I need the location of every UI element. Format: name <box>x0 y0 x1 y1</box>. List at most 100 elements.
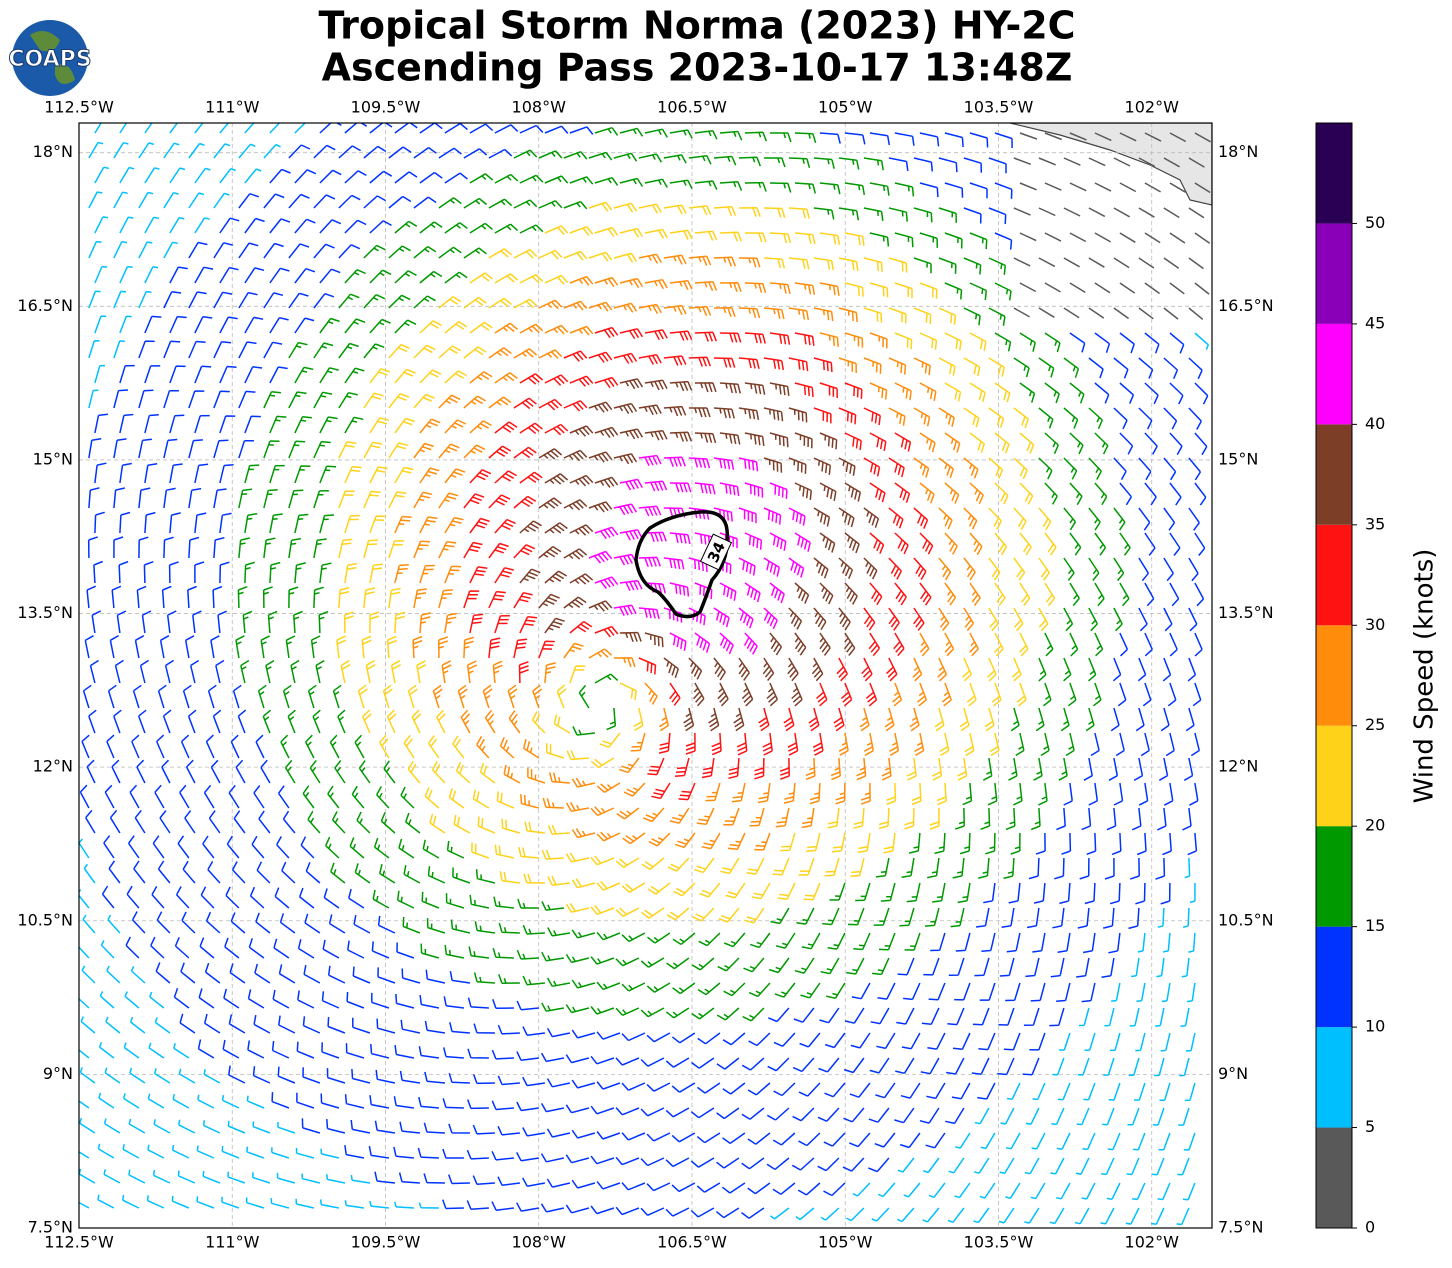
wind-barb <box>775 932 796 949</box>
wind-barb <box>663 557 685 570</box>
wind-barb <box>894 282 913 299</box>
wind-barb <box>205 734 215 759</box>
wind-barb <box>619 127 644 137</box>
wind-barb <box>169 512 181 534</box>
wind-barb <box>413 344 436 359</box>
wind-barb <box>441 1199 464 1210</box>
wind-barb <box>413 393 435 409</box>
wind-barb <box>621 932 646 943</box>
wind-barb <box>469 566 488 584</box>
wind-barb <box>832 832 846 853</box>
wind-barb <box>923 957 940 976</box>
wind-barb <box>892 682 903 707</box>
wind-barb <box>1069 132 1087 141</box>
wind-barb <box>613 252 638 263</box>
wind-barb <box>1019 532 1032 556</box>
wind-barb <box>161 585 172 609</box>
wind-barb <box>253 1014 271 1034</box>
wind-barb <box>141 610 152 634</box>
wind-barb <box>969 332 987 352</box>
wind-barb <box>669 129 693 139</box>
wind-barb <box>1178 1107 1190 1126</box>
wind-barb <box>522 739 540 759</box>
wind-barb <box>463 444 486 459</box>
wind-barb <box>1033 757 1043 781</box>
wind-barb <box>363 244 386 259</box>
wind-barb <box>615 1206 640 1216</box>
wind-barb <box>588 550 613 564</box>
wind-barb <box>727 832 746 851</box>
wind-barb <box>88 240 102 259</box>
wind-barb <box>986 657 997 682</box>
wind-barb <box>1051 1107 1065 1126</box>
wind-barb <box>138 487 151 509</box>
wind-barb <box>419 320 442 334</box>
wind-barb <box>881 757 892 781</box>
wind-barb <box>362 709 372 734</box>
wind-barb <box>369 515 386 534</box>
wind-barb <box>1003 857 1015 880</box>
wind-barb <box>950 907 965 928</box>
wind-barb <box>1138 607 1148 632</box>
wind-barb <box>285 635 296 659</box>
wind-barb <box>944 382 962 402</box>
wind-barb <box>921 1007 940 1026</box>
wind-barb <box>545 743 565 759</box>
wind-barb <box>863 307 883 323</box>
wind-barb <box>424 1071 445 1084</box>
wind-barb <box>238 488 253 509</box>
wind-barb <box>546 1128 571 1138</box>
wind-barb <box>219 123 230 134</box>
wind-barb <box>541 1002 565 1012</box>
wind-barb <box>494 322 518 334</box>
wind-barb <box>563 449 588 462</box>
wind-barb <box>919 1107 940 1124</box>
wind-barb <box>1044 632 1054 657</box>
wind-barb <box>1194 582 1205 607</box>
wind-barb <box>1113 307 1130 320</box>
wind-barb <box>1078 1007 1090 1027</box>
lat-label: 16.5°N <box>1218 296 1274 315</box>
wind-barb <box>819 532 836 553</box>
wind-barb <box>819 282 840 296</box>
wind-barb <box>762 732 773 756</box>
wind-barb <box>327 965 346 984</box>
wind-barb <box>436 709 446 734</box>
wind-barb <box>421 891 440 909</box>
wind-barb <box>685 732 696 755</box>
wind-barb <box>665 1007 690 1019</box>
wind-barb <box>838 557 854 579</box>
wind-barb <box>777 882 796 900</box>
wind-barb <box>424 787 440 809</box>
wind-barb <box>522 924 545 935</box>
wind-barb <box>213 192 230 209</box>
wind-barb <box>744 131 768 142</box>
wind-barb <box>144 123 153 134</box>
wind-barb <box>565 1004 590 1014</box>
wind-barb <box>1132 1182 1146 1201</box>
wind-barb <box>263 292 284 309</box>
wind-barb <box>1012 782 1023 806</box>
wind-barb <box>522 1076 546 1087</box>
wind-barb <box>646 1082 671 1092</box>
wind-barb <box>541 951 565 962</box>
wind-barb <box>963 357 981 377</box>
wind-barb <box>819 582 834 605</box>
wind-barb <box>763 507 782 525</box>
wind-barb <box>1179 1057 1190 1077</box>
wind-barb <box>194 561 205 583</box>
wind-barb <box>144 315 162 334</box>
wind-barb <box>713 607 730 628</box>
wind-barb <box>957 757 968 781</box>
wind-barb <box>319 514 335 534</box>
wind-barb <box>297 939 315 959</box>
wind-barb <box>1181 957 1190 978</box>
wind-barb <box>817 1157 840 1172</box>
wind-barb <box>615 907 640 917</box>
wind-barb <box>719 130 743 141</box>
wind-barb <box>569 275 594 286</box>
wind-barb <box>718 907 740 923</box>
wind-barb <box>988 407 1005 428</box>
